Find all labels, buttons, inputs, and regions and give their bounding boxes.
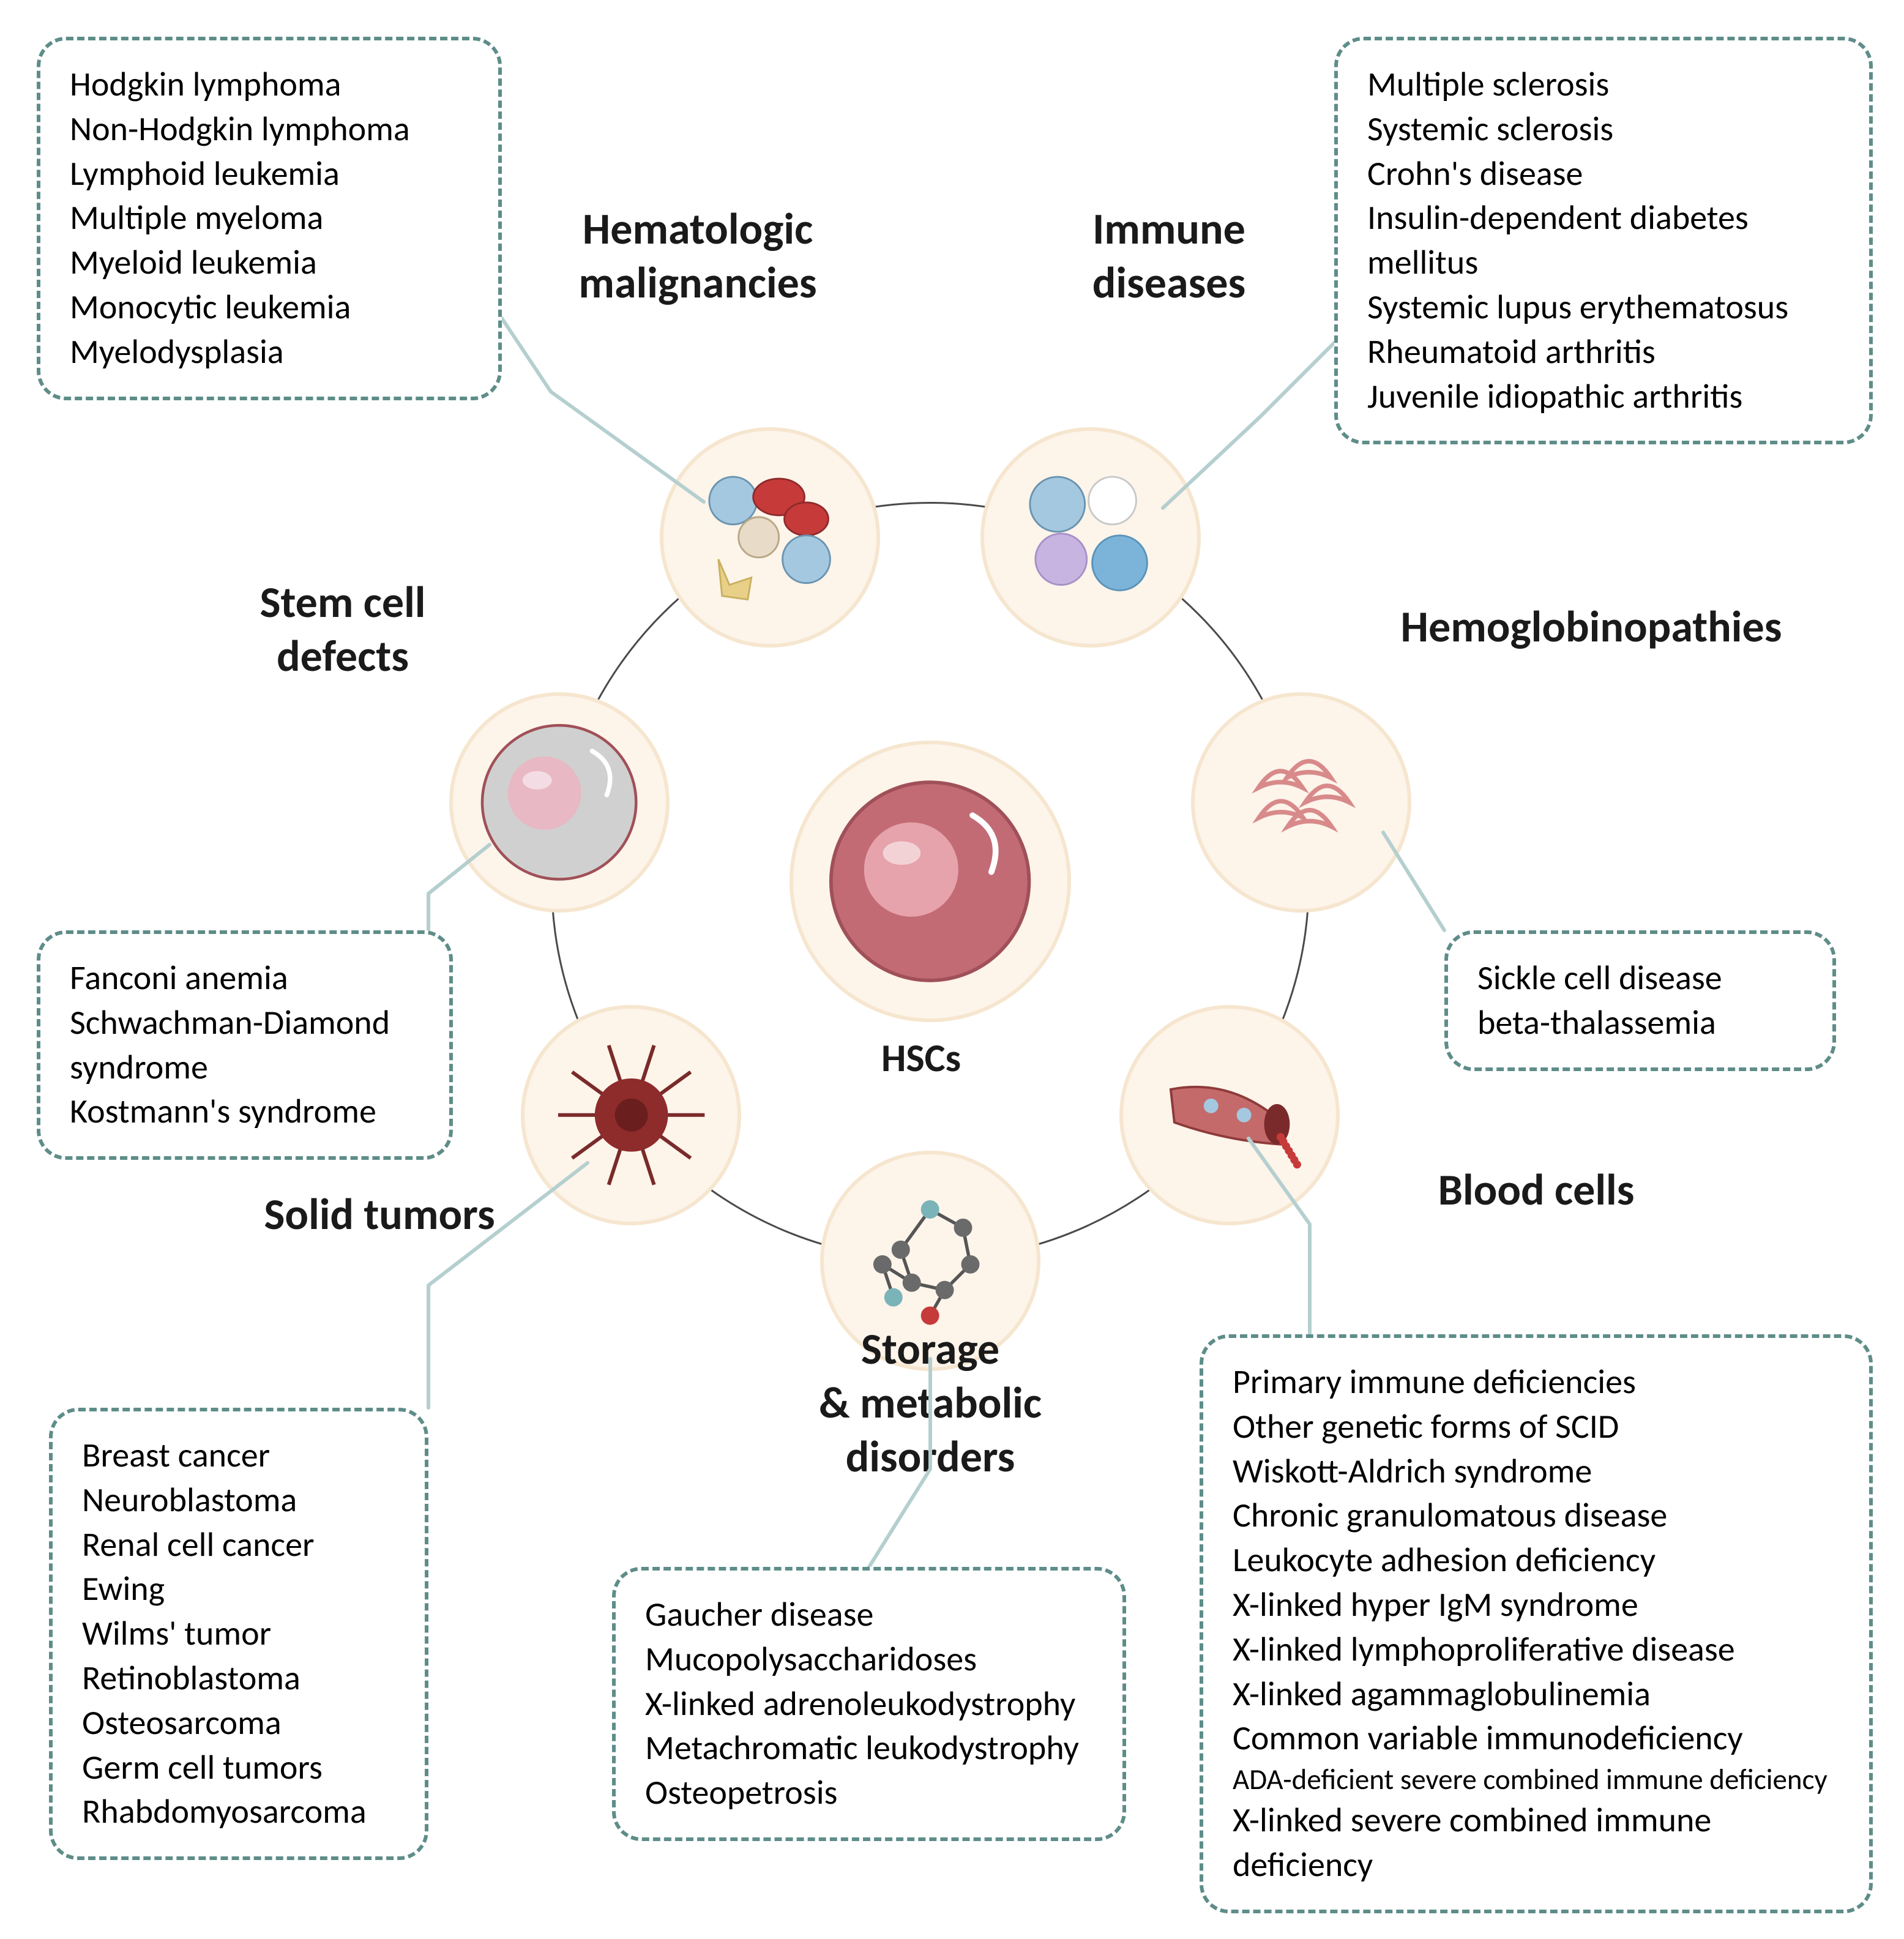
list-item: Osteopetrosis — [645, 1771, 1093, 1815]
list-item: Leukocyte adhesion deficiency — [1233, 1538, 1840, 1583]
list-item: Metachromatic leukodystrophy — [645, 1726, 1093, 1771]
list-item: Osteosarcoma — [82, 1701, 395, 1746]
connector-solidtumors — [426, 1160, 590, 1410]
category-title-immune: Immune diseases — [1040, 202, 1297, 310]
list-item: X-linked adrenoleukodystrophy — [645, 1682, 1093, 1727]
list-item: Neuroblastoma — [82, 1478, 395, 1523]
connector-stemdefects — [426, 842, 492, 933]
list-item: Common variable immunodeficiency — [1233, 1716, 1840, 1761]
list-item: Germ cell tumors — [82, 1746, 395, 1790]
infobox-bloodcells: Primary immune deficienciesOther genetic… — [1200, 1334, 1873, 1913]
list-item: X-linked agammaglobulinemia — [1233, 1672, 1840, 1717]
sickle-cells-icon — [1210, 711, 1393, 894]
infobox-stemdefects: Fanconi anemiaSchwachman-Diamond syndrom… — [37, 930, 453, 1160]
list-item: Fanconi anemia — [70, 956, 420, 1001]
list-item: Crohn's disease — [1367, 152, 1840, 196]
list-item: X-linked lymphoproliferative disease — [1233, 1627, 1840, 1672]
center-label: HSCs — [881, 1034, 961, 1082]
connector-storage — [867, 1356, 933, 1569]
infobox-list-stemdefects: Fanconi anemiaSchwachman-Diamond syndrom… — [70, 956, 420, 1134]
connector-hemoglobinopathies — [1381, 830, 1447, 933]
infobox-hematologic: Hodgkin lymphomaNon-Hodgkin lymphomaLymp… — [37, 37, 502, 400]
list-item: Systemic lupus erythematosus — [1367, 285, 1840, 330]
infobox-list-hematologic: Hodgkin lymphomaNon-Hodgkin lymphomaLymp… — [70, 62, 469, 375]
list-item: Wilms' tumor — [82, 1612, 395, 1656]
infobox-list-bloodcells: Primary immune deficienciesOther genetic… — [1233, 1360, 1840, 1888]
list-item: Insulin-dependent diabetes mellitus — [1367, 196, 1840, 285]
center-node-hsc — [790, 741, 1071, 1022]
list-item: Multiple myeloma — [70, 196, 469, 241]
category-title-stemdefects: Stem cell defects — [226, 575, 459, 683]
list-item: beta-thalassemia — [1477, 1001, 1803, 1045]
list-item: Ewing — [82, 1567, 395, 1612]
list-item: Monocytic leukemia — [70, 285, 469, 330]
list-item: Schwachman-Diamond syndrome — [70, 1001, 420, 1090]
list-item: Juvenile idiopathic arthritis — [1367, 375, 1840, 419]
list-item: Multiple sclerosis — [1367, 62, 1840, 107]
list-item: ADA-deficient severe combined immune def… — [1233, 1761, 1840, 1798]
list-item: Kostmann's syndrome — [70, 1089, 420, 1134]
list-item: Rhabdomyosarcoma — [82, 1790, 395, 1834]
category-title-hematologic: Hematologic malignancies — [526, 202, 869, 310]
list-item: Hodgkin lymphoma — [70, 62, 469, 107]
infobox-list-solidtumors: Breast cancerNeuroblastomaRenal cell can… — [82, 1433, 395, 1834]
infobox-solidtumors: Breast cancerNeuroblastomaRenal cell can… — [49, 1408, 428, 1860]
infobox-list-storage: Gaucher diseaseMucopolysaccharidosesX-li… — [645, 1593, 1093, 1815]
infobox-list-immune: Multiple sclerosisSystemic sclerosisCroh… — [1367, 62, 1840, 419]
list-item: Lymphoid leukemia — [70, 152, 469, 196]
connector-immune — [1160, 340, 1337, 510]
stem-cell-icon — [812, 763, 1048, 999]
lymphocytes-icon — [999, 446, 1182, 629]
list-item: Non-Hodgkin lymphoma — [70, 107, 469, 152]
category-title-hemoglobinopathies: Hemoglobinopathies — [1359, 600, 1824, 654]
list-item: Myeloid leukemia — [70, 241, 469, 285]
grey-cell-icon — [468, 711, 651, 894]
list-item: Retinoblastoma — [82, 1656, 395, 1701]
list-item: Chronic granulomatous disease — [1233, 1493, 1840, 1538]
category-title-bloodcells: Blood cells — [1408, 1163, 1665, 1217]
list-item: X-linked hyper IgM syndrome — [1233, 1583, 1840, 1627]
list-item: Wiskott-Aldrich syndrome — [1233, 1449, 1840, 1494]
list-item: Sickle cell disease — [1477, 956, 1803, 1001]
infobox-list-hemoglobinopathies: Sickle cell diseasebeta-thalassemia — [1477, 956, 1803, 1045]
list-item: X-linked severe combined immune deficien… — [1233, 1798, 1840, 1888]
infobox-storage: Gaucher diseaseMucopolysaccharidosesX-li… — [612, 1567, 1126, 1841]
list-item: Breast cancer — [82, 1433, 395, 1478]
connector-hematologic — [499, 316, 706, 504]
list-item: Other genetic forms of SCID — [1233, 1405, 1840, 1449]
list-item: Rheumatoid arthritis — [1367, 330, 1840, 375]
list-item: Renal cell cancer — [82, 1523, 395, 1567]
connector-bloodcells — [1246, 1136, 1312, 1337]
list-item: Myelodysplasia — [70, 330, 469, 375]
list-item: Primary immune deficiencies — [1233, 1360, 1840, 1405]
category-node-hemoglobinopathies — [1191, 692, 1411, 913]
list-item: Gaucher disease — [645, 1593, 1093, 1637]
infobox-hemoglobinopathies: Sickle cell diseasebeta-thalassemia — [1444, 930, 1836, 1071]
list-item: Mucopolysaccharidoses — [645, 1637, 1093, 1682]
infobox-immune: Multiple sclerosisSystemic sclerosisCroh… — [1334, 37, 1873, 444]
list-item: Systemic sclerosis — [1367, 107, 1840, 152]
